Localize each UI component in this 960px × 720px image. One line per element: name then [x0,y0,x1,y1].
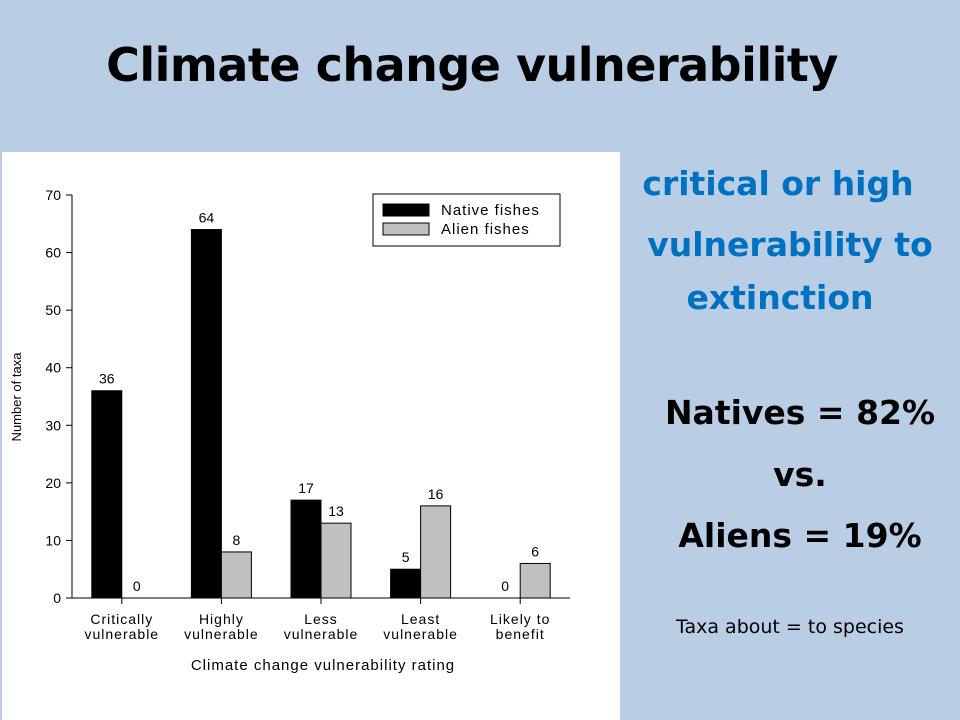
x-tick-label: vulnerable [284,626,359,642]
data-label: 8 [233,532,241,548]
y-tick-label: 20 [45,475,61,491]
y-tick-label: 0 [53,590,61,606]
alien-bar [420,505,452,599]
y-tick-label: 60 [45,245,61,261]
native-bar [290,499,322,599]
aliens-percentage: Aliens = 19% [678,516,922,555]
note-critical-or-high: critical or high [642,164,914,203]
chart-panel: 0 10 20 30 40 50 60 70 Critically vulnerable 36 0 Hi… [2,152,620,720]
vs-label: vs. [773,455,827,494]
note-extinction: extinction [686,278,874,317]
x-tick-label: Likely to [490,611,550,627]
note-vulnerability-to: vulnerability to [647,225,933,264]
x-tick-label: Critically [90,611,153,627]
x-tick-label: vulnerable [184,626,259,642]
native-bar [91,390,123,599]
alien-bar [320,522,352,599]
data-label: 0 [133,578,141,594]
slide-title: Climate change vulnerability [106,38,838,92]
legend-native-swatch [382,203,430,217]
x-tick-label: benefit [496,626,545,642]
x-tick-label: Highly [199,611,244,627]
data-label: 6 [531,543,539,559]
x-tick-label: vulnerable [383,626,458,642]
natives-percentage: Natives = 82% [664,393,936,432]
y-tick-label: 30 [45,417,61,433]
data-label: 17 [298,480,314,496]
y-tick-label: 70 [45,187,61,203]
data-label: 36 [99,371,115,387]
native-bar [390,568,422,599]
data-label: 16 [428,486,444,502]
taxa-footnote: Taxa about = to species [676,616,904,638]
y-tick-label: 10 [45,532,61,548]
legend-alien-label: Alien fishes [441,221,530,238]
x-tick-label: vulnerable [84,626,159,642]
y-tick-label: 50 [45,302,61,318]
y-tick-label: 40 [45,360,61,376]
data-label: 5 [402,549,410,565]
x-axis-label: Climate change vulnerability rating [191,657,455,674]
legend-box [372,193,561,247]
legend-native-label: Native fishes [441,202,540,219]
x-tick-label: Less [304,611,338,627]
native-bar [190,229,222,599]
alien-bar [220,551,252,599]
data-label: 13 [328,503,344,519]
y-axis-label: Number of taxa [9,352,24,442]
bar-chart: 010203040506070Criticallyvulnerable360Hi… [9,187,570,674]
alien-bar [519,562,551,599]
data-label: 0 [501,578,509,594]
data-label: 64 [199,210,215,226]
x-tick-label: Least [401,611,440,627]
legend-alien-swatch [382,222,430,236]
